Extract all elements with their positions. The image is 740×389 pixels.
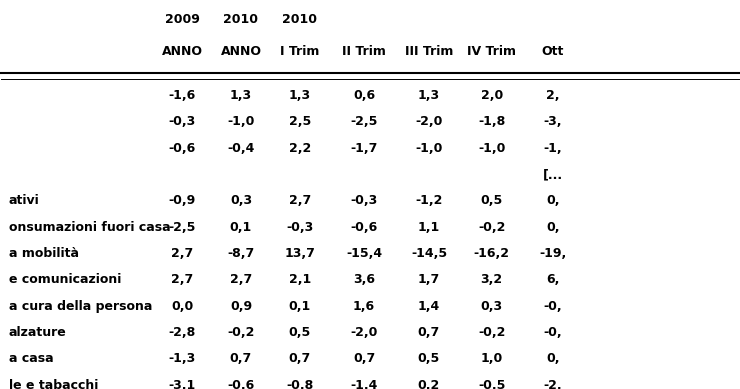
Text: 0,3: 0,3 xyxy=(480,300,502,313)
Text: e comunicazioni: e comunicazioni xyxy=(9,273,121,286)
Text: -2,0: -2,0 xyxy=(351,326,378,339)
Text: -1,7: -1,7 xyxy=(351,142,378,155)
Text: 2010: 2010 xyxy=(223,13,258,26)
Text: -0,9: -0,9 xyxy=(169,194,195,207)
Text: 0,1: 0,1 xyxy=(289,300,311,313)
Text: -2,: -2, xyxy=(543,378,562,389)
Text: -0,3: -0,3 xyxy=(351,194,377,207)
Text: -3,: -3, xyxy=(544,116,562,128)
Text: II Trim: II Trim xyxy=(342,46,386,58)
Text: 0,: 0, xyxy=(546,352,559,365)
Text: 0,7: 0,7 xyxy=(418,326,440,339)
Text: 2,2: 2,2 xyxy=(289,142,311,155)
Text: -2,0: -2,0 xyxy=(415,116,443,128)
Text: 2,7: 2,7 xyxy=(171,247,193,260)
Text: 2,0: 2,0 xyxy=(480,89,502,102)
Text: alzature: alzature xyxy=(9,326,67,339)
Text: 0,6: 0,6 xyxy=(353,89,375,102)
Text: [...: [... xyxy=(542,168,563,181)
Text: 2009: 2009 xyxy=(164,13,200,26)
Text: le e tabacchi: le e tabacchi xyxy=(9,378,98,389)
Text: -3,1: -3,1 xyxy=(169,378,195,389)
Text: 0,5: 0,5 xyxy=(418,352,440,365)
Text: 1,1: 1,1 xyxy=(418,221,440,234)
Text: 0,: 0, xyxy=(546,221,559,234)
Text: 1,7: 1,7 xyxy=(418,273,440,286)
Text: 2,5: 2,5 xyxy=(289,116,311,128)
Text: -0,2: -0,2 xyxy=(478,326,505,339)
Text: 1,0: 1,0 xyxy=(480,352,502,365)
Text: -0,5: -0,5 xyxy=(478,378,505,389)
Text: 2,7: 2,7 xyxy=(230,273,252,286)
Text: -1,4: -1,4 xyxy=(351,378,378,389)
Text: -0,6: -0,6 xyxy=(169,142,195,155)
Text: III Trim: III Trim xyxy=(405,46,453,58)
Text: I Trim: I Trim xyxy=(280,46,320,58)
Text: Ott: Ott xyxy=(542,46,564,58)
Text: -2,5: -2,5 xyxy=(168,221,195,234)
Text: 1,4: 1,4 xyxy=(418,300,440,313)
Text: -0,4: -0,4 xyxy=(227,142,255,155)
Text: a mobilità: a mobilità xyxy=(9,247,78,260)
Text: 2,7: 2,7 xyxy=(289,194,311,207)
Text: -1,0: -1,0 xyxy=(227,116,255,128)
Text: -1,6: -1,6 xyxy=(169,89,195,102)
Text: 2010: 2010 xyxy=(283,13,317,26)
Text: -0,8: -0,8 xyxy=(286,378,314,389)
Text: -0,6: -0,6 xyxy=(351,221,377,234)
Text: 0,2: 0,2 xyxy=(418,378,440,389)
Text: a cura della persona: a cura della persona xyxy=(9,300,152,313)
Text: onsumazioni fuori casa: onsumazioni fuori casa xyxy=(9,221,170,234)
Text: -1,0: -1,0 xyxy=(415,142,443,155)
Text: 0,3: 0,3 xyxy=(230,194,252,207)
Text: -0,6: -0,6 xyxy=(227,378,255,389)
Text: 6,: 6, xyxy=(546,273,559,286)
Text: ANNO: ANNO xyxy=(221,46,261,58)
Text: -0,: -0, xyxy=(543,300,562,313)
Text: 2,1: 2,1 xyxy=(289,273,311,286)
Text: 0,9: 0,9 xyxy=(230,300,252,313)
Text: -15,4: -15,4 xyxy=(346,247,382,260)
Text: -0,3: -0,3 xyxy=(169,116,195,128)
Text: 2,7: 2,7 xyxy=(171,273,193,286)
Text: ativi: ativi xyxy=(9,194,39,207)
Text: -8,7: -8,7 xyxy=(227,247,255,260)
Text: -0,2: -0,2 xyxy=(478,221,505,234)
Text: 0,: 0, xyxy=(546,194,559,207)
Text: 3,6: 3,6 xyxy=(353,273,375,286)
Text: -14,5: -14,5 xyxy=(411,247,447,260)
Text: -1,: -1, xyxy=(543,142,562,155)
Text: 1,3: 1,3 xyxy=(230,89,252,102)
Text: -2,8: -2,8 xyxy=(169,326,195,339)
Text: -1,0: -1,0 xyxy=(478,142,505,155)
Text: -16,2: -16,2 xyxy=(474,247,510,260)
Text: 0,1: 0,1 xyxy=(230,221,252,234)
Text: 1,6: 1,6 xyxy=(353,300,375,313)
Text: -1,3: -1,3 xyxy=(169,352,195,365)
Text: 0,5: 0,5 xyxy=(480,194,502,207)
Text: -19,: -19, xyxy=(539,247,566,260)
Text: -0,: -0, xyxy=(543,326,562,339)
Text: -0,2: -0,2 xyxy=(227,326,255,339)
Text: 0,7: 0,7 xyxy=(230,352,252,365)
Text: 1,3: 1,3 xyxy=(289,89,311,102)
Text: -1,2: -1,2 xyxy=(415,194,443,207)
Text: 0,5: 0,5 xyxy=(289,326,311,339)
Text: a casa: a casa xyxy=(9,352,53,365)
Text: -0,3: -0,3 xyxy=(286,221,314,234)
Text: IV Trim: IV Trim xyxy=(467,46,516,58)
Text: -2,5: -2,5 xyxy=(351,116,378,128)
Text: -1,8: -1,8 xyxy=(478,116,505,128)
Text: 0,0: 0,0 xyxy=(171,300,193,313)
Text: 0,7: 0,7 xyxy=(353,352,375,365)
Text: ANNO: ANNO xyxy=(161,46,203,58)
Text: 0,7: 0,7 xyxy=(289,352,311,365)
Text: 3,2: 3,2 xyxy=(480,273,502,286)
Text: 2,: 2, xyxy=(546,89,559,102)
Text: 13,7: 13,7 xyxy=(284,247,315,260)
Text: 1,3: 1,3 xyxy=(418,89,440,102)
